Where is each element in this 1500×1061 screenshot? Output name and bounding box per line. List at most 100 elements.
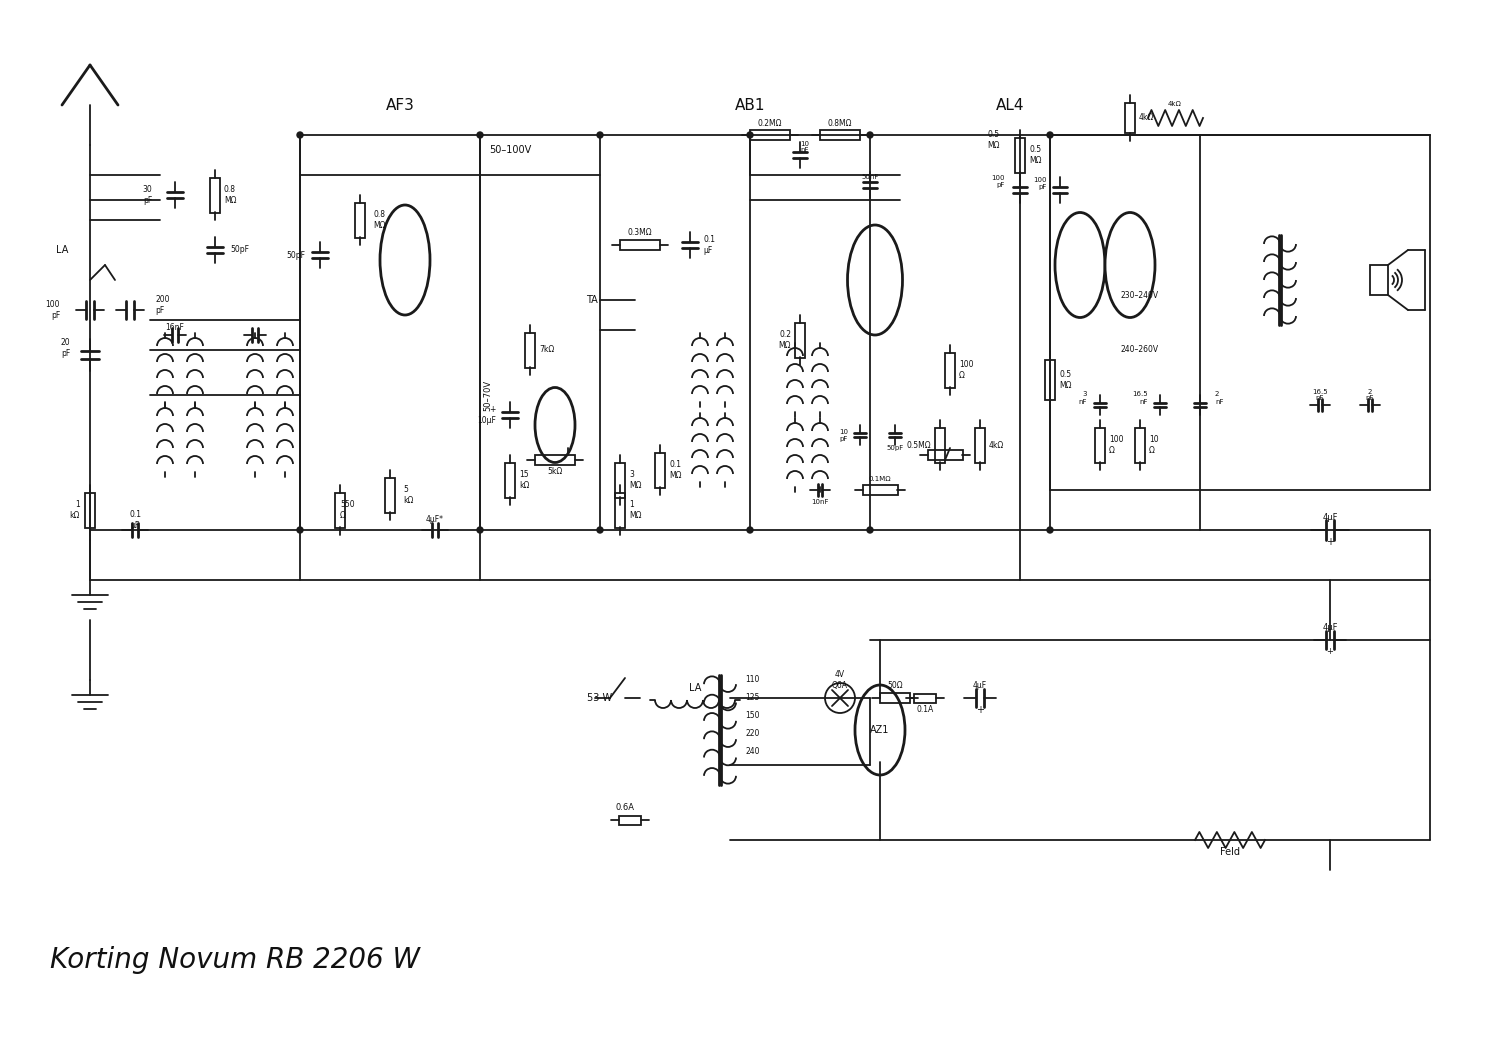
Bar [1125, 103, 1136, 133]
Bar [934, 428, 945, 463]
Text: +: + [976, 705, 984, 715]
Text: 100
Ω: 100 Ω [1108, 435, 1124, 455]
Bar [620, 240, 660, 250]
Bar [656, 453, 664, 488]
Text: 16nF: 16nF [165, 324, 184, 332]
Text: 16.5
nF: 16.5 nF [1132, 392, 1148, 404]
Text: 240–260V: 240–260V [1120, 346, 1160, 354]
Text: 50pF: 50pF [886, 445, 903, 451]
Circle shape [1047, 132, 1053, 138]
Text: +
10μF: + 10μF [477, 405, 496, 424]
Text: 1
kΩ: 1 kΩ [69, 501, 80, 520]
Text: 4kΩ: 4kΩ [1138, 114, 1155, 122]
Text: 50Ω: 50Ω [886, 681, 903, 691]
Bar [1095, 428, 1106, 463]
Text: 3
MΩ: 3 MΩ [628, 470, 642, 490]
Ellipse shape [380, 205, 430, 315]
Text: 100
Ω: 100 Ω [958, 361, 974, 380]
Circle shape [867, 527, 873, 533]
Text: 50nF: 50nF [861, 174, 879, 180]
Text: 4kΩ: 4kΩ [1168, 101, 1182, 107]
Circle shape [477, 132, 483, 138]
Text: AF3: AF3 [386, 98, 414, 112]
Text: 0.2MΩ: 0.2MΩ [758, 119, 783, 127]
Text: 10
nF: 10 nF [800, 140, 808, 154]
Text: 50pF: 50pF [286, 250, 304, 260]
Text: 30
pF: 30 pF [142, 186, 152, 205]
Text: Korting Novum RB 2206 W: Korting Novum RB 2206 W [50, 946, 420, 974]
Text: LA: LA [56, 245, 68, 255]
Text: AB1: AB1 [735, 98, 765, 112]
Ellipse shape [1106, 212, 1155, 317]
Text: 4μF: 4μF [974, 681, 987, 691]
Text: 220: 220 [746, 730, 759, 738]
Text: 0.8
MΩ: 0.8 MΩ [374, 210, 386, 229]
Text: Feld: Feld [1220, 847, 1240, 857]
Circle shape [867, 132, 873, 138]
Text: 10
Ω: 10 Ω [1149, 435, 1158, 455]
Text: 0.8MΩ: 0.8MΩ [828, 119, 852, 127]
Text: 0.8
MΩ: 0.8 MΩ [224, 186, 237, 205]
Ellipse shape [536, 387, 574, 463]
Bar [386, 479, 394, 514]
Bar [620, 816, 640, 825]
Text: 0.1
μF: 0.1 μF [129, 510, 141, 529]
Circle shape [747, 132, 753, 138]
Circle shape [297, 527, 303, 533]
Text: 20
pF: 20 pF [60, 338, 70, 358]
Text: 230–240V: 230–240V [1120, 291, 1160, 299]
Bar [795, 323, 806, 358]
Text: +: + [1326, 647, 1334, 657]
Text: AZ1: AZ1 [870, 725, 889, 735]
Bar [914, 694, 936, 703]
Text: 7kΩ: 7kΩ [538, 346, 555, 354]
Text: LA: LA [688, 683, 700, 693]
Text: 0.1A: 0.1A [916, 705, 933, 713]
Text: 100
pF: 100 pF [45, 300, 60, 319]
Bar [615, 493, 626, 528]
Text: 125: 125 [746, 694, 759, 702]
Text: 0.2
MΩ: 0.2 MΩ [778, 330, 790, 350]
Circle shape [825, 683, 855, 713]
Bar [945, 353, 956, 388]
Text: 0.5
MΩ: 0.5 MΩ [1029, 145, 1041, 164]
Text: 15
kΩ: 15 kΩ [519, 470, 530, 490]
Bar [615, 463, 626, 498]
Text: 0.5
MΩ: 0.5 MΩ [1059, 370, 1071, 389]
Bar [210, 178, 220, 213]
Text: 5
kΩ: 5 kΩ [404, 485, 414, 505]
Text: 4V
Q6A: 4V Q6A [833, 671, 848, 690]
Text: 50–100V: 50–100V [489, 145, 531, 155]
Text: 200
pF: 200 pF [154, 295, 170, 315]
Bar [536, 455, 574, 465]
Bar [1370, 265, 1388, 295]
Text: 2
nF: 2 nF [1215, 392, 1224, 404]
Text: 5kΩ: 5kΩ [548, 468, 562, 476]
Text: 1
MΩ: 1 MΩ [628, 501, 642, 520]
Text: 240: 240 [746, 748, 759, 756]
Text: 110: 110 [746, 676, 759, 684]
Text: 50–70V: 50–70V [483, 380, 492, 411]
Bar [928, 450, 963, 460]
Text: 4μF: 4μF [1323, 624, 1338, 632]
Text: 10
pF: 10 pF [839, 429, 848, 441]
Text: 4μF: 4μF [1323, 514, 1338, 522]
Text: 100
pF: 100 pF [992, 175, 1005, 189]
Text: 0.6A: 0.6A [615, 803, 634, 813]
Text: 0.5MΩ: 0.5MΩ [906, 440, 932, 450]
Text: 0.1
μF: 0.1 μF [704, 236, 716, 255]
Ellipse shape [855, 685, 904, 775]
Bar [862, 485, 898, 495]
Text: 50pF: 50pF [230, 245, 249, 255]
Bar [525, 333, 536, 368]
Circle shape [297, 132, 303, 138]
Bar [975, 428, 986, 463]
Text: 4μF*: 4μF* [426, 516, 444, 524]
Text: 53 W: 53 W [588, 693, 612, 703]
Circle shape [597, 527, 603, 533]
Text: 150: 150 [746, 712, 759, 720]
Text: 10nF: 10nF [812, 499, 828, 505]
Circle shape [477, 527, 483, 533]
Circle shape [747, 527, 753, 533]
Text: TA: TA [586, 295, 598, 305]
